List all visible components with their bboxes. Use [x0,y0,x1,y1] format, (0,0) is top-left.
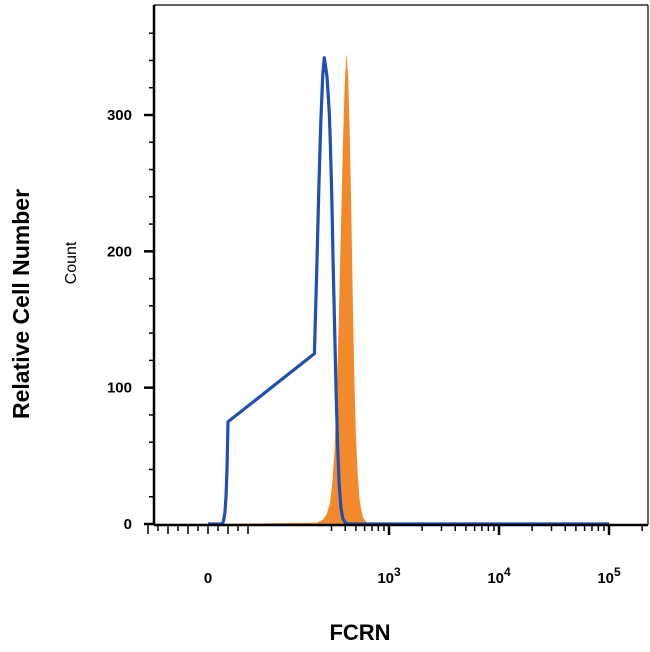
y-tick-label: 100 [107,380,132,397]
x-tick-exponent: 3 [394,565,401,579]
x-tick-exponent: 5 [614,565,621,579]
x-tick-exponent: 4 [504,565,511,579]
y-axis-subtitle: Count [63,241,80,285]
y-axis-title: Relative Cell Number [8,188,34,420]
x-tick-label: 0 [204,570,212,587]
x-tick-label: 104 [487,565,511,587]
outline-histogram-series [208,56,609,526]
filled-histogram-series [208,53,609,524]
x-axis-title: FCRN [329,620,391,645]
x-tick-label: 105 [597,565,621,587]
x-tick-label: 103 [377,565,401,587]
y-tick-label: 300 [107,107,132,124]
y-tick-label: 0 [124,516,132,533]
y-tick-label: 200 [107,243,132,260]
